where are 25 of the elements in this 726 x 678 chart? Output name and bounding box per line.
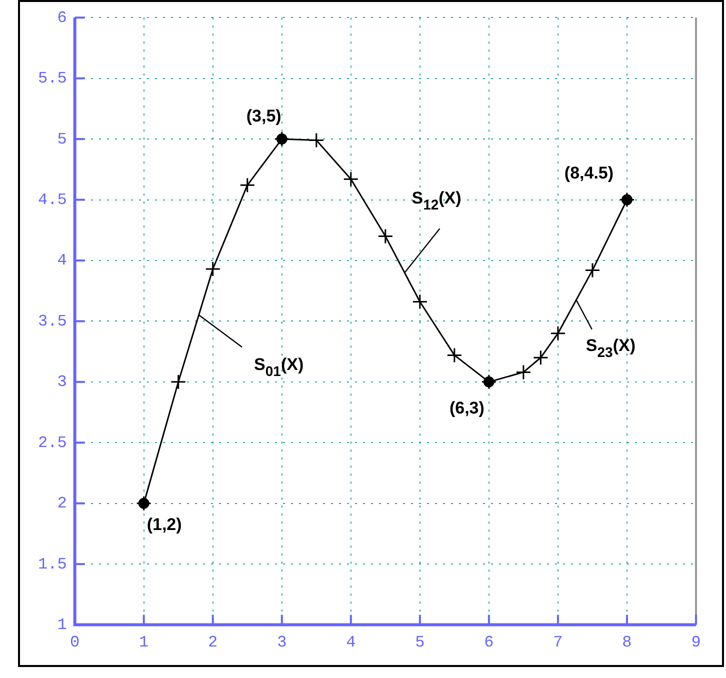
x-tick-label: 2	[208, 634, 218, 652]
y-tick-label: 3	[57, 373, 67, 392]
y-tick-label: 4	[57, 252, 67, 270]
y-tick-label: 4.5	[38, 190, 67, 209]
annotation: (6,3)	[449, 398, 484, 418]
y-tick-label: 5	[57, 130, 67, 148]
annotation: (3,5)	[246, 106, 282, 126]
annotation: (8,4.5)	[564, 163, 614, 182]
x-tick-label: 8	[622, 634, 632, 652]
y-tick-label: 1	[57, 616, 67, 634]
x-tick-label: 1	[139, 634, 149, 652]
y-tick-label: 1.5	[38, 555, 67, 574]
x-tick-label: 3	[277, 634, 287, 652]
x-tick-label: 5	[415, 634, 425, 652]
annotation: (1,2)	[146, 515, 182, 534]
y-tick-label: 2	[57, 494, 67, 513]
y-tick-label: 5.5	[38, 70, 67, 88]
y-tick-label: 6	[57, 8, 67, 27]
x-tick-label: 4	[346, 634, 356, 652]
x-tick-label: 9	[691, 634, 701, 652]
x-tick-label: 6	[484, 634, 494, 652]
y-tick-label: 2.5	[38, 434, 67, 452]
x-tick-label: 0	[70, 634, 80, 652]
y-tick-label: 3.5	[38, 312, 67, 330]
x-tick-label: 7	[553, 634, 563, 652]
